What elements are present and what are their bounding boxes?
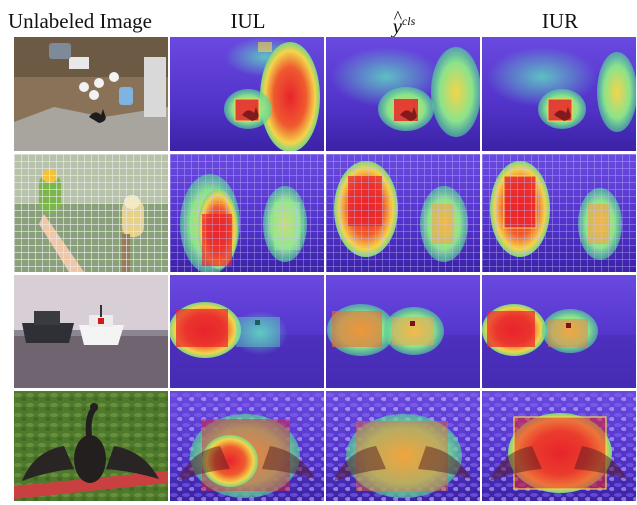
row1-iur-cam [482,37,636,151]
row3-iul-cam [170,275,324,388]
row2-unlabeled-image [14,154,168,272]
header-ycls: ^ ycls [326,6,482,38]
row4-unlabeled-image [14,391,168,501]
row4-iur-cam [482,391,636,501]
row1-ycls-cam [326,37,480,151]
row2-iul-cam [170,154,324,272]
row1-iul-cam [170,37,324,151]
ycls-base: y [392,14,402,38]
row2-iur-cam [482,154,636,272]
row3-unlabeled-image [14,275,168,388]
row2-ycls-cam [326,154,480,272]
header-iur: IUR [541,9,579,33]
row4-iul-cam [170,391,324,501]
ycls-symbol: ^ y [392,7,402,41]
ycls-superscript: cls [401,14,416,28]
header-unlabeled-image: Unlabeled Image [7,9,153,33]
header-iul: IUL [230,9,266,33]
row4-ycls-cam [326,391,480,501]
row1-unlabeled-image [14,37,168,151]
row3-ycls-cam [326,275,480,388]
row3-iur-cam [482,275,636,388]
ycls-hat: ^ [393,7,403,27]
